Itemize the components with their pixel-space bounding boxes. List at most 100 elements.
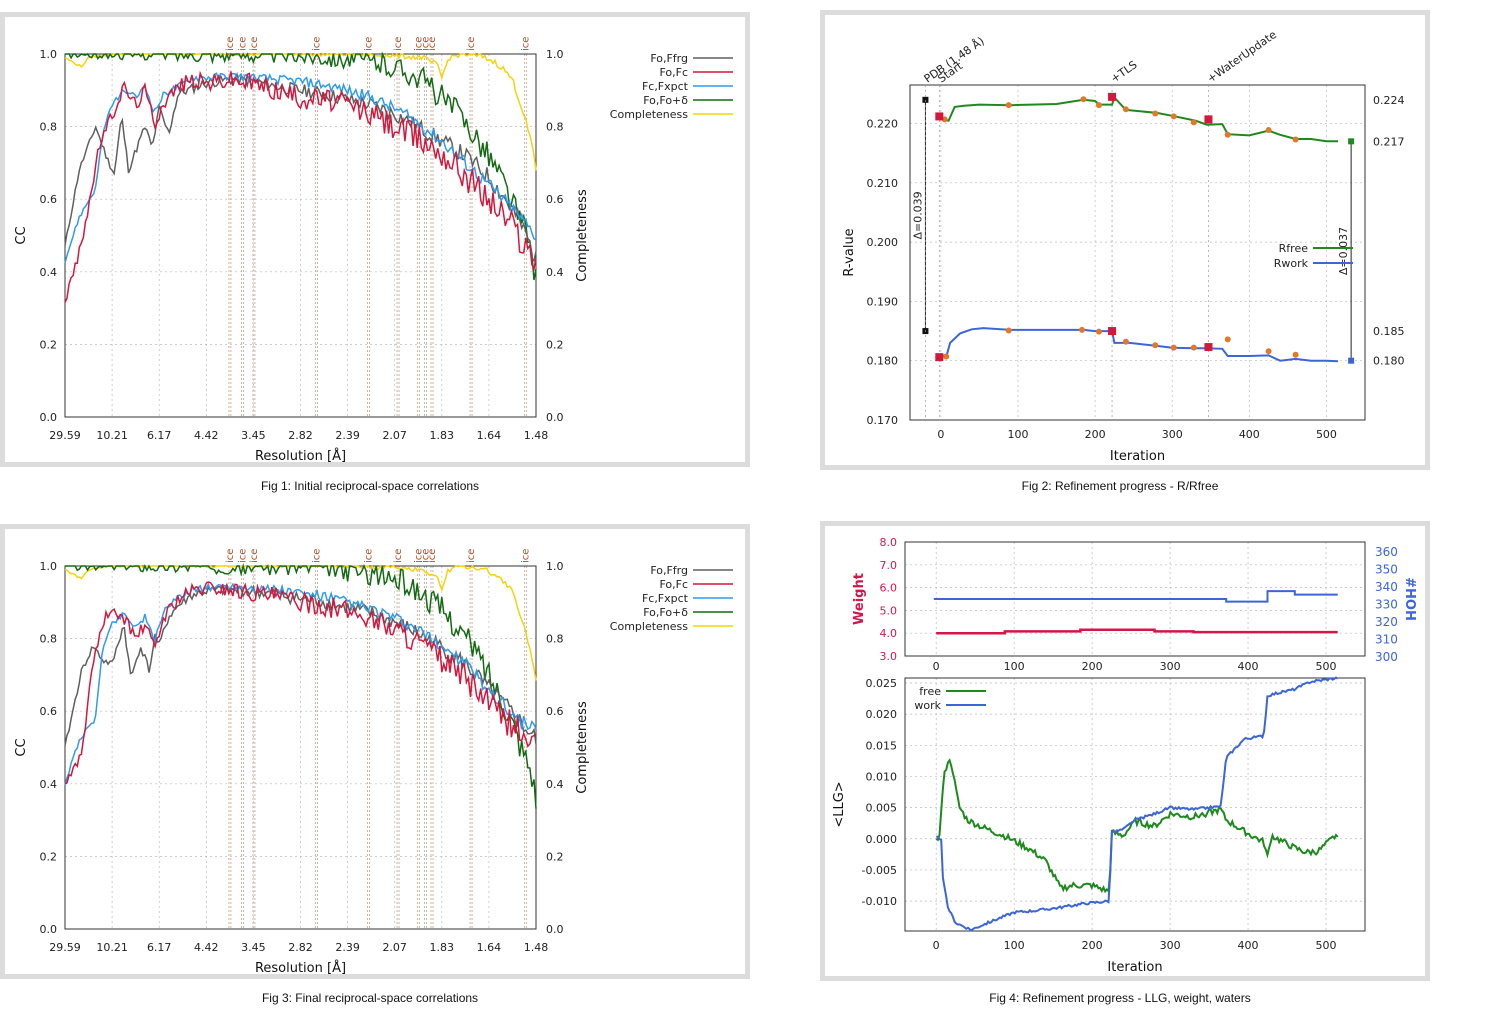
data-point xyxy=(1190,119,1197,126)
x-tick-label: 500 xyxy=(1316,428,1337,441)
ice-ring-label: ice xyxy=(521,549,532,563)
x-tick-label: 400 xyxy=(1239,428,1260,441)
x-tick-label: 6.17 xyxy=(147,941,172,954)
waters-tick-label: 350 xyxy=(1375,562,1398,576)
ice-ring-label: ice xyxy=(363,37,374,51)
x-tick-label: 2.07 xyxy=(382,941,407,954)
weight-line xyxy=(936,628,1338,635)
series-line xyxy=(940,327,1339,363)
figure-4-panel: 3.0 4.0 5.0 6.0 7.0 8.0 300 310 320 330 340 350 360 0… xyxy=(820,521,1430,981)
y2-tick-label: 0.4 xyxy=(546,266,564,279)
y-tick-label: 0.180 xyxy=(867,355,899,368)
marker-square xyxy=(935,112,944,121)
x-tick-label: 100 xyxy=(1007,428,1028,441)
series-line xyxy=(64,581,537,785)
y-tick-label: 1.0 xyxy=(40,560,58,573)
x-tick-label: 400 xyxy=(1238,939,1259,952)
legend-label: Rwork xyxy=(1274,257,1309,270)
y-tick-label: 0.6 xyxy=(40,705,58,718)
x-tick-label: 1.48 xyxy=(524,429,549,442)
ice-ring-label: ice xyxy=(225,549,236,563)
legend-label: Fo,Fo+δ xyxy=(643,94,688,107)
x-tick-label: 100 xyxy=(1004,660,1025,673)
legend-label: Fc,Fxpct xyxy=(642,80,689,93)
y-tick-label: 0.4 xyxy=(40,266,58,279)
marker-square xyxy=(1204,343,1213,352)
series-line xyxy=(65,51,537,281)
figure-3-panel: ice ice ice ice ice ice ice ice ice ice ice 29.59 10… xyxy=(0,524,750,979)
x-tick-label: 4.42 xyxy=(194,429,219,442)
x-tick-label: 2.82 xyxy=(288,429,313,442)
x-tick-label: 6.17 xyxy=(147,429,172,442)
y-tick-label: 0.170 xyxy=(867,414,899,427)
data-point xyxy=(1292,136,1299,143)
series-line xyxy=(64,71,537,262)
y2-tick-label: 0.0 xyxy=(546,411,564,424)
figure-1-panel: ice ice ice ice ice ice ice ice ice ice ice 29.59 10… xyxy=(0,12,750,467)
data-point xyxy=(1080,96,1087,103)
y2-tick-label: 0.2 xyxy=(546,338,564,351)
x-axis-label: Iteration xyxy=(1110,449,1165,464)
data-point xyxy=(1170,113,1177,120)
series-line xyxy=(935,758,1339,894)
series-line xyxy=(64,70,537,303)
y2-tick-label: 1.0 xyxy=(546,48,564,61)
figure-2-panel: 0 100 200 300 400 500 0.170 0.180 0.190 0.200 0.21… xyxy=(820,10,1430,470)
y2-tick-label: 0.8 xyxy=(546,633,564,646)
ice-ring-label: ice xyxy=(521,37,532,51)
x-tick-label: 200 xyxy=(1082,660,1103,673)
series-line xyxy=(936,676,1339,932)
y-axis-label: R-value xyxy=(842,228,857,276)
y-axis-label: CC xyxy=(14,738,29,756)
weight-tick-label: 6.0 xyxy=(880,582,898,595)
x-tick-label: 2.07 xyxy=(382,429,407,442)
weight-tick-label: 8.0 xyxy=(880,536,898,549)
y-tick-label: 0.190 xyxy=(867,295,899,308)
ice-ring-label: ice xyxy=(238,549,249,563)
weight-tick-label: 3.0 xyxy=(880,650,898,663)
x-tick-label: 1.83 xyxy=(430,429,455,442)
figure-3-caption: Fig 3: Final reciprocal-space correlatio… xyxy=(261,991,479,1005)
legend-label: Fo,Fo+δ xyxy=(643,606,688,619)
x-tick-label: 2.39 xyxy=(335,941,360,954)
x-tick-label: 0 xyxy=(937,428,944,441)
x-tick-label: 3.45 xyxy=(241,941,266,954)
data-point xyxy=(1265,348,1272,355)
x-axis-label: Iteration xyxy=(1107,960,1162,975)
x-tick-label: 29.59 xyxy=(49,941,81,954)
x-tick-label: 1.83 xyxy=(430,941,455,954)
x-tick-label: 300 xyxy=(1160,939,1181,952)
y-tick-label: 0.8 xyxy=(40,633,58,646)
ice-ring-label: ice xyxy=(312,549,323,563)
ice-ring-label: ice xyxy=(413,37,424,51)
data-point xyxy=(1170,344,1177,351)
x-tick-label: 2.39 xyxy=(335,429,360,442)
y2-tick-label: 0.6 xyxy=(546,705,564,718)
ice-ring-label: ice xyxy=(413,549,424,563)
waters-tick-label: 320 xyxy=(1375,615,1398,629)
legend-label: Fc,Fxpct xyxy=(642,592,689,605)
figure-4-chart: 3.0 4.0 5.0 6.0 7.0 8.0 300 310 320 330 340 350 360 0… xyxy=(832,536,1417,975)
y-tick-label: 0.005 xyxy=(866,802,898,815)
series-line xyxy=(65,563,537,809)
ice-ring-label: ice xyxy=(427,37,438,51)
legend-label: Completeness xyxy=(610,108,688,121)
plot-frame-bottom xyxy=(904,677,1366,932)
marker-square xyxy=(935,353,944,362)
y2-tick-label: 0.185 xyxy=(1373,325,1405,338)
legend-label: Fo,Ffrg xyxy=(650,52,688,65)
ice-ring-label: ice xyxy=(466,549,477,563)
legend-label: Fo,Fc xyxy=(659,578,688,591)
data-point xyxy=(1152,110,1159,117)
ice-ring-label: ice xyxy=(466,37,477,51)
y-tick-label: -0.005 xyxy=(862,864,897,877)
legend-label: free xyxy=(919,685,941,698)
data-point xyxy=(1095,102,1102,109)
endpoint-marker xyxy=(1348,138,1355,145)
data-point xyxy=(1122,106,1129,113)
legend-label: Fo,Ffrg xyxy=(650,564,688,577)
x-tick-label: 0 xyxy=(933,660,940,673)
ice-ring-label: ice xyxy=(427,549,438,563)
y-axis-label: <LLG> xyxy=(832,781,847,827)
